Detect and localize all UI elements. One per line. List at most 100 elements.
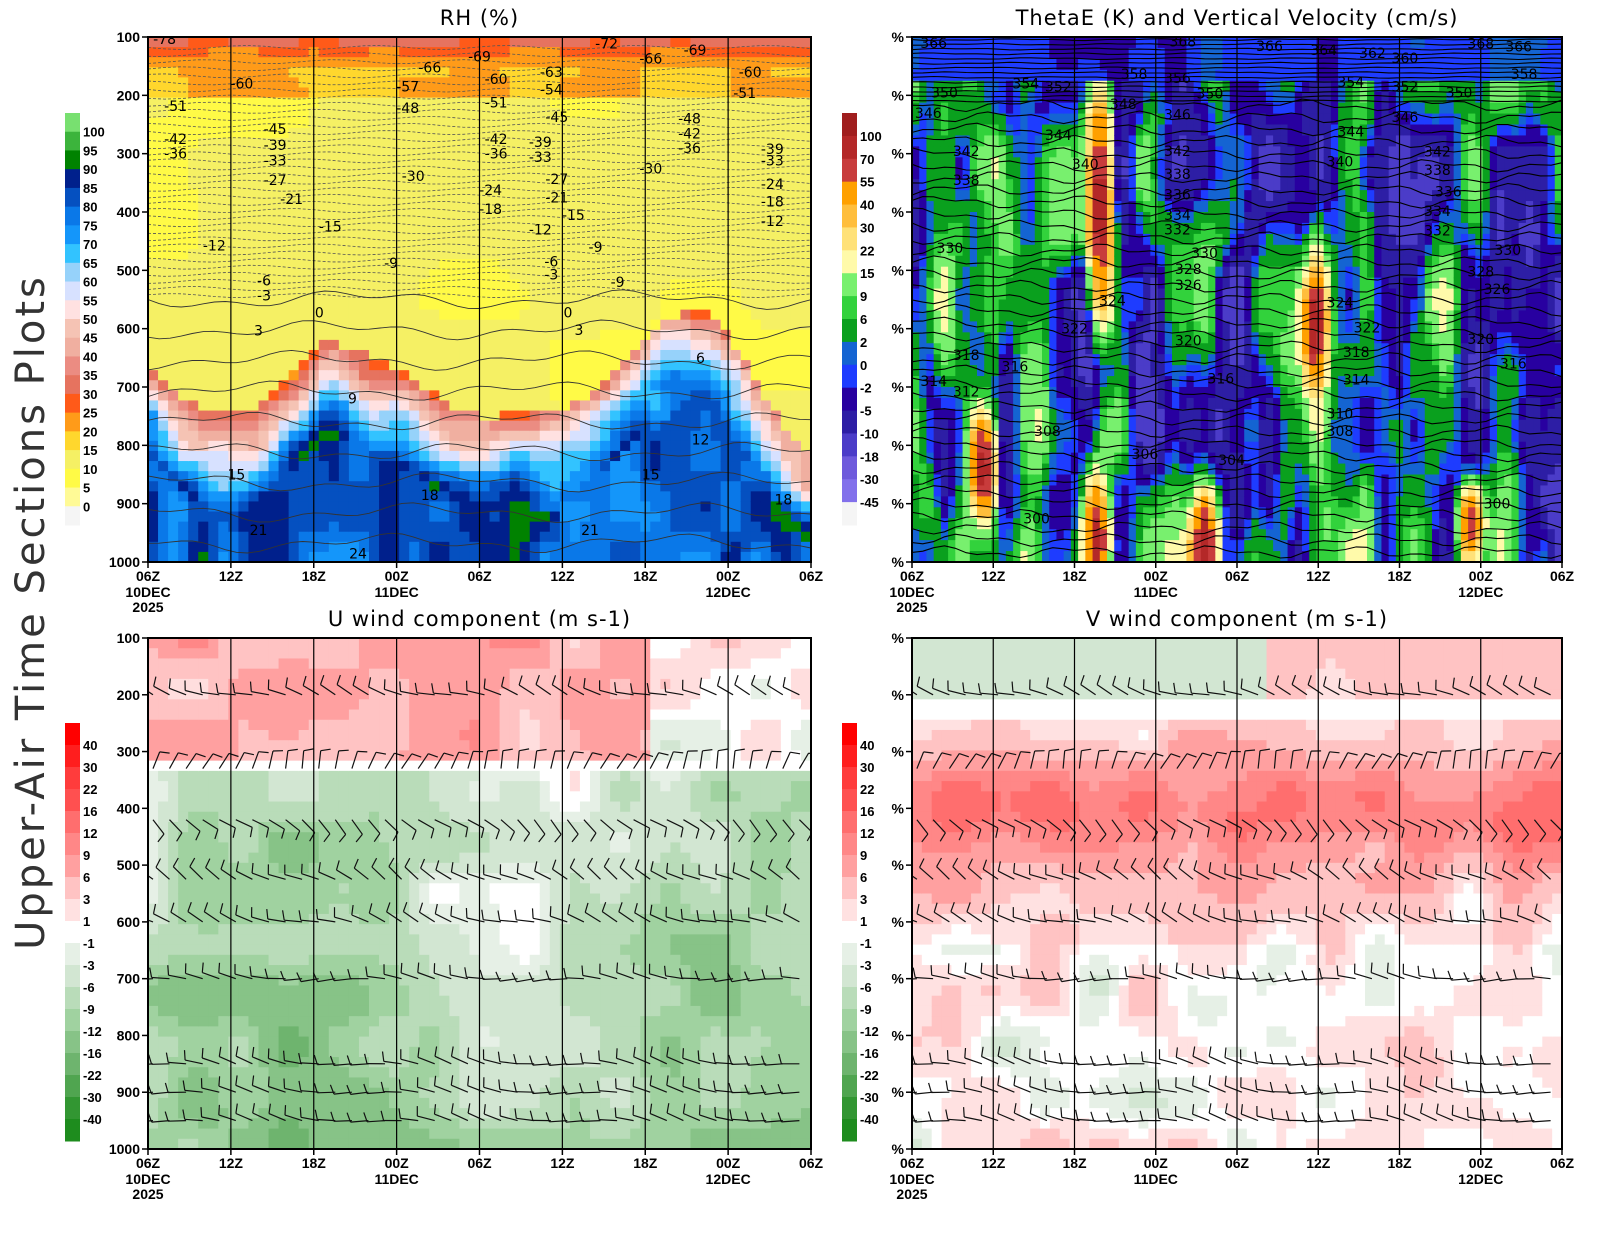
fill-cell — [770, 461, 782, 472]
fill-cell — [529, 188, 541, 200]
fill-cell — [328, 440, 340, 452]
fill-cell — [650, 77, 661, 89]
fill-cell — [670, 299, 682, 311]
fill-cell — [948, 233, 956, 246]
fill-cell — [660, 97, 671, 109]
fill-cell — [539, 178, 551, 190]
fill-cell — [218, 450, 229, 462]
fill-cell — [489, 430, 501, 442]
fill-cell — [328, 148, 340, 159]
fill-cell — [188, 87, 199, 99]
fill-cell — [700, 309, 712, 321]
fill-cell — [318, 148, 330, 159]
fill-cell — [780, 47, 792, 58]
fill-cell — [680, 117, 692, 129]
fill-cell — [148, 481, 159, 492]
fill-cell — [955, 354, 964, 366]
fill-cell — [439, 97, 450, 109]
fill-cell — [962, 518, 971, 530]
fill-cell — [449, 390, 461, 402]
fill-cell — [358, 339, 370, 351]
fill-cell — [188, 461, 199, 472]
fill-cell — [399, 208, 410, 220]
fill-cell — [198, 471, 209, 482]
fill-cell — [700, 77, 712, 89]
fill-cell — [1034, 299, 1043, 312]
temperature-contour-label: -51 — [733, 86, 756, 102]
fill-cell — [919, 310, 928, 322]
fill-cell — [940, 135, 949, 147]
fill-cell — [760, 117, 772, 129]
fill-cell — [479, 329, 491, 341]
fill-cell — [338, 531, 350, 543]
fill-cell — [919, 212, 928, 224]
fill-cell — [710, 299, 722, 311]
fill-cell — [449, 148, 461, 159]
fill-cell — [991, 58, 1000, 71]
fill-cell — [328, 57, 340, 68]
fill-cell — [770, 178, 782, 190]
fill-cell — [1013, 376, 1021, 388]
fill-cell — [178, 37, 189, 48]
fill-cell — [955, 102, 964, 115]
fill-cell — [569, 410, 581, 422]
fill-cell — [479, 77, 491, 89]
fill-cell — [228, 168, 240, 179]
fill-cell — [298, 420, 310, 432]
fill-cell — [469, 329, 481, 341]
fill-cell — [198, 541, 209, 553]
fill-cell — [680, 420, 692, 432]
fill-cell — [1092, 354, 1101, 366]
colorbar-label: 70 — [83, 237, 97, 252]
fill-cell — [730, 309, 742, 321]
fill-cell — [933, 551, 942, 562]
fill-cell — [529, 370, 541, 381]
fill-cell — [168, 370, 179, 381]
fill-cell — [338, 158, 350, 169]
fill-cell — [962, 441, 971, 454]
fill-cell — [439, 461, 450, 472]
fill-cell — [278, 349, 290, 361]
fill-cell — [348, 289, 360, 301]
fill-cell — [168, 198, 179, 210]
fill-cell — [559, 97, 571, 109]
fill-cell — [238, 198, 250, 210]
fill-cell — [1027, 266, 1036, 279]
fill-cell — [509, 259, 521, 270]
fill-cell — [998, 463, 1007, 476]
fill-cell — [228, 178, 240, 190]
fill-cell — [720, 127, 732, 139]
fill-cell — [459, 400, 471, 412]
fill-cell — [228, 430, 240, 442]
fill-cell — [984, 201, 993, 213]
fill-cell — [459, 339, 471, 351]
fill-cell — [479, 440, 491, 452]
fill-cell — [379, 289, 390, 301]
fill-cell — [218, 420, 229, 432]
fill-cell — [268, 370, 280, 381]
fill-cell — [479, 249, 491, 260]
fill-cell — [760, 360, 772, 371]
fill-cell — [399, 87, 410, 99]
fill-cell — [268, 97, 280, 109]
fill-cell — [248, 531, 260, 543]
fill-cell — [1027, 244, 1036, 257]
fill-cell — [977, 474, 985, 487]
fill-cell — [338, 319, 350, 331]
fill-cell — [369, 117, 380, 129]
fill-cell — [228, 148, 240, 159]
fill-cell — [984, 365, 993, 377]
fill-cell — [680, 47, 692, 58]
fill-cell — [680, 370, 692, 381]
fill-cell — [590, 450, 601, 462]
fill-cell — [790, 137, 802, 149]
fill-cell — [670, 461, 682, 472]
temperature-contour-label: -51 — [164, 99, 187, 115]
fill-cell — [912, 387, 920, 399]
fill-cell — [630, 501, 641, 513]
fill-cell — [750, 137, 762, 149]
fill-cell — [198, 349, 209, 361]
fill-cell — [690, 228, 702, 240]
fill-cell — [549, 329, 561, 341]
